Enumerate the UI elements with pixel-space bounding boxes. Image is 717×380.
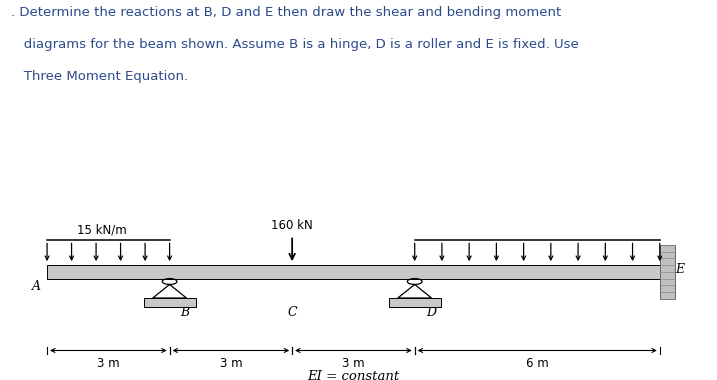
Text: 3 m: 3 m — [219, 357, 242, 370]
Text: 160 kN: 160 kN — [271, 218, 313, 231]
Text: EI = constant: EI = constant — [308, 370, 399, 380]
Bar — [143, 298, 196, 307]
Bar — [660, 245, 675, 299]
Bar — [389, 298, 441, 307]
Text: C: C — [288, 306, 297, 318]
Text: B: B — [181, 306, 190, 318]
Text: D: D — [426, 306, 436, 318]
Text: 3 m: 3 m — [97, 357, 120, 370]
Text: Three Moment Equation.: Three Moment Equation. — [11, 70, 188, 83]
Text: E: E — [675, 263, 684, 276]
Text: A: A — [32, 280, 41, 293]
Text: 3 m: 3 m — [342, 357, 365, 370]
Text: . Determine the reactions at B, D and E then draw the shear and bending moment: . Determine the reactions at B, D and E … — [11, 6, 561, 19]
Text: 15 kN/m: 15 kN/m — [77, 223, 127, 236]
Text: 6 m: 6 m — [526, 357, 549, 370]
Text: diagrams for the beam shown. Assume B is a hinge, D is a roller and E is fixed. : diagrams for the beam shown. Assume B is… — [11, 38, 579, 51]
Bar — [47, 265, 660, 279]
